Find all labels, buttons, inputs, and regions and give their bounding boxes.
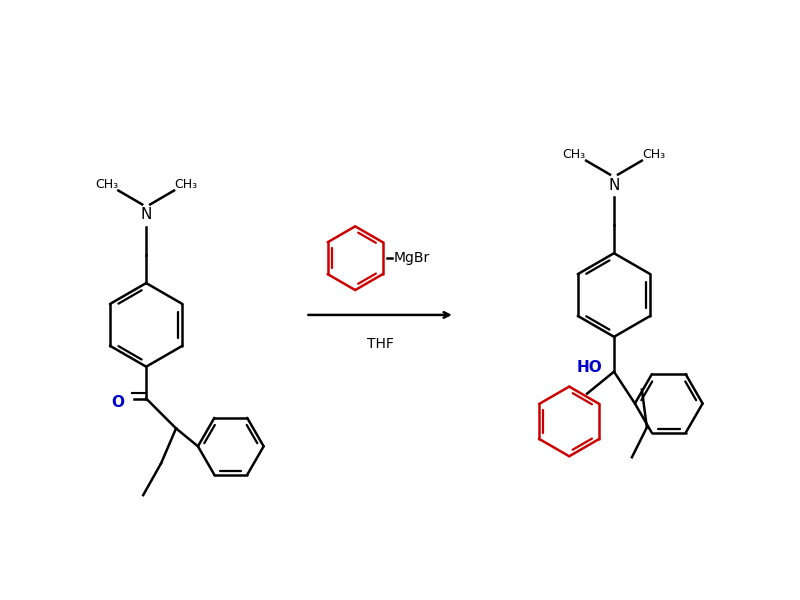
Text: CH₃: CH₃: [174, 178, 198, 191]
Text: N: N: [608, 178, 620, 193]
Text: N: N: [141, 208, 152, 223]
Text: O: O: [111, 395, 124, 410]
Text: CH₃: CH₃: [95, 178, 118, 191]
Text: HO: HO: [576, 360, 602, 375]
Text: THF: THF: [366, 337, 394, 351]
Text: CH₃: CH₃: [642, 148, 666, 161]
Text: CH₃: CH₃: [562, 148, 586, 161]
Text: MgBr: MgBr: [394, 251, 430, 265]
